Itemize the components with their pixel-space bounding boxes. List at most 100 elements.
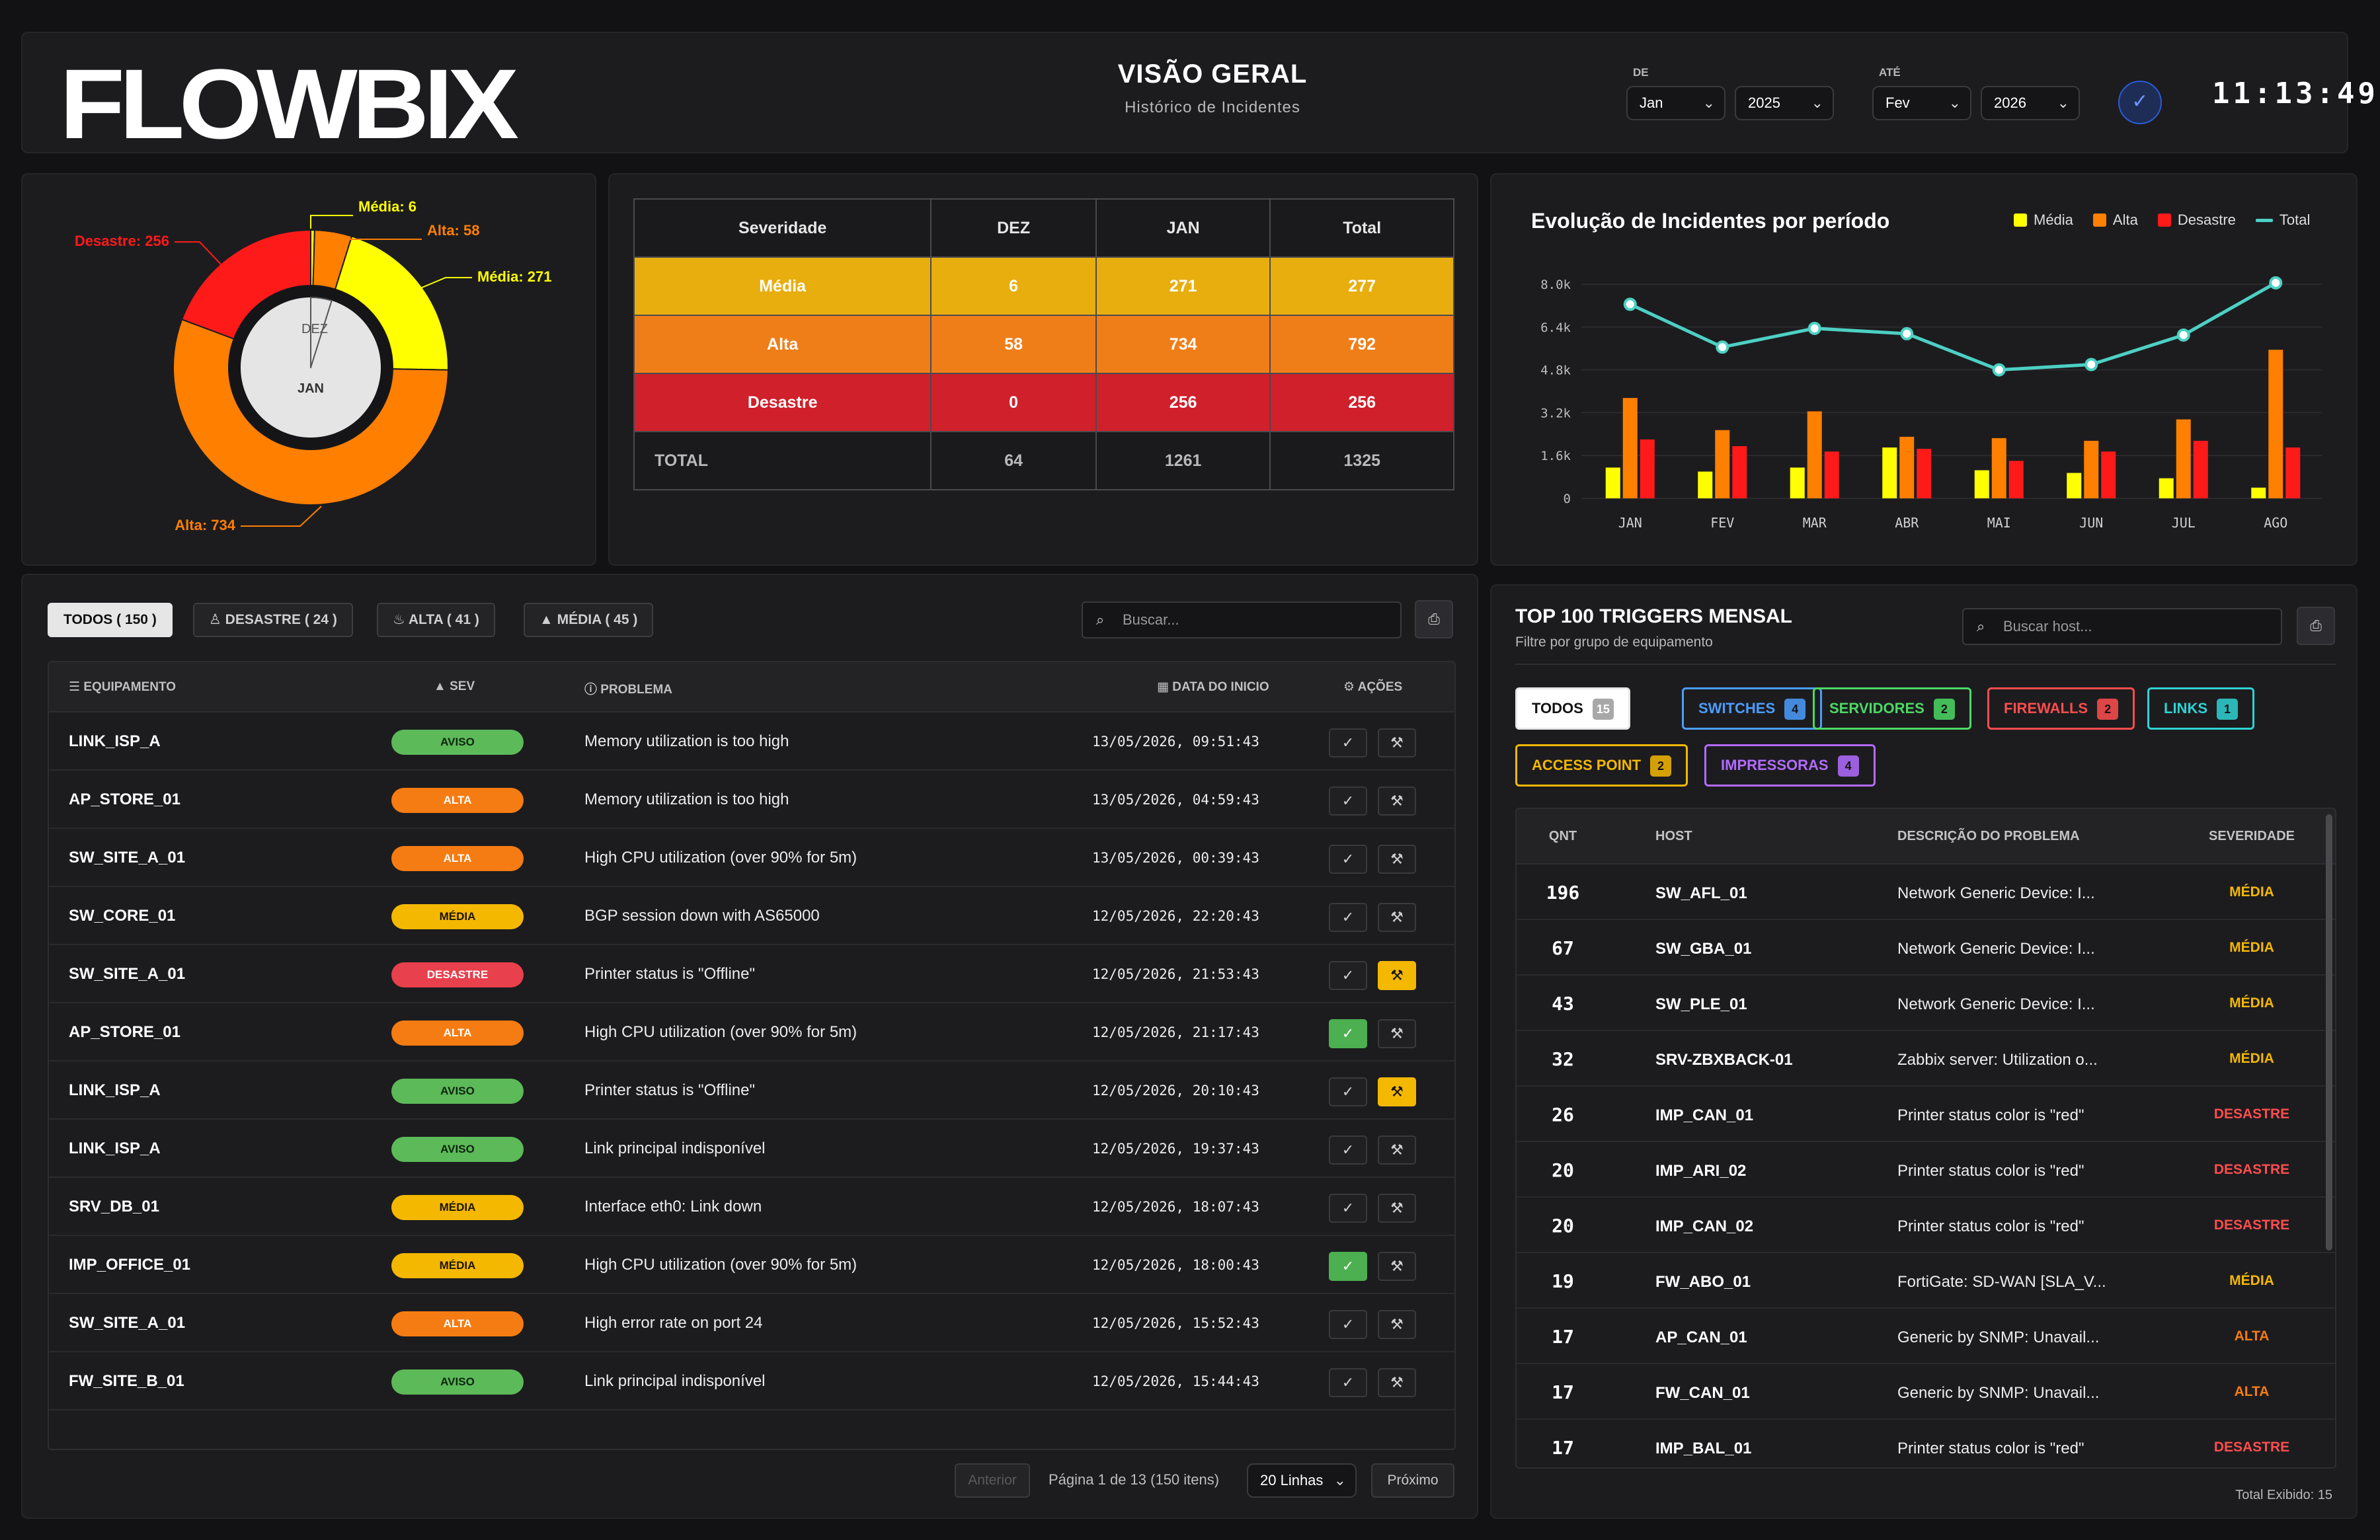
table-row[interactable]: SW_SITE_A_01 ALTA High error rate on port …	[49, 1294, 1454, 1352]
from-year-select[interactable]: 2025 ⌄	[1735, 86, 1834, 120]
table-row[interactable]: LINK_ISP_A AVISO Memory utilization is too…	[49, 712, 1454, 771]
bar-desastre-mai[interactable]	[2008, 461, 2024, 498]
table-row[interactable]: SW_SITE_A_01 ALTA High CPU utilization (ov…	[49, 829, 1454, 887]
scrollbar[interactable]	[2326, 814, 2332, 1251]
bar-desastre-abr[interactable]	[1917, 449, 1932, 498]
from-month-select[interactable]: Jan ⌄	[1626, 86, 1726, 120]
bar-média-mar[interactable]	[1790, 467, 1805, 498]
tools-button[interactable]: ⚒	[1378, 1136, 1416, 1165]
total-point-mai[interactable]	[1992, 363, 2006, 377]
table-row[interactable]: AP_STORE_01 ALTA High CPU utilization (ove…	[49, 1003, 1454, 1061]
table-row[interactable]: LINK_ISP_A AVISO Link principal indisponív…	[49, 1120, 1454, 1178]
filter-desastre[interactable]: ♙ DESASTRE ( 24 )	[193, 603, 353, 637]
tools-button[interactable]: ⚒	[1378, 728, 1416, 757]
bar-média-jun[interactable]	[2067, 473, 2082, 498]
total-point-fev[interactable]	[1716, 340, 1729, 354]
table-row[interactable]: 20 IMP_ARI_02 Printer status color is "red…	[1517, 1142, 2335, 1198]
next-page-button[interactable]: Próximo	[1371, 1463, 1454, 1498]
export-csv-button[interactable]: ⎙	[2297, 607, 2335, 645]
legend-item-desastre[interactable]: Desastre	[2157, 212, 2236, 229]
bar-alta-mai[interactable]	[1991, 438, 2006, 498]
acknowledge-button[interactable]: ✓	[1329, 1136, 1367, 1165]
bar-desastre-fev[interactable]	[1732, 446, 1747, 498]
acknowledge-button[interactable]: ✓	[1329, 1368, 1367, 1397]
table-row[interactable]: 20 IMP_CAN_02 Printer status color is "red…	[1517, 1198, 2335, 1253]
group-chip-access-point[interactable]: ACCESS POINT 2	[1515, 744, 1688, 787]
bar-alta-ago[interactable]	[2268, 350, 2283, 498]
group-chip-switches[interactable]: SWITCHES 4	[1682, 687, 1823, 730]
table-row[interactable]: SW_SITE_A_01 DESASTRE Printer status is "O…	[49, 945, 1454, 1003]
table-row[interactable]: 67 SW_GBA_01 Network Generic Device: I... M…	[1517, 920, 2335, 976]
table-row[interactable]: 43 SW_PLE_01 Network Generic Device: I... M…	[1517, 976, 2335, 1031]
bar-média-jul[interactable]	[2159, 478, 2174, 498]
acknowledge-button[interactable]: ✓	[1329, 903, 1367, 932]
acknowledge-button[interactable]: ✓	[1329, 728, 1367, 757]
table-row[interactable]: SW_CORE_01 MÉDIA BGP session down with AS6…	[49, 887, 1454, 945]
bar-média-mai[interactable]	[1974, 470, 1989, 498]
tools-button[interactable]: ⚒	[1378, 1194, 1416, 1223]
acknowledge-button[interactable]: ✓	[1329, 1019, 1367, 1048]
group-chip-impressoras[interactable]: IMPRESSORAS 4	[1704, 744, 1876, 787]
tools-button[interactable]: ⚒	[1378, 903, 1416, 932]
acknowledge-button[interactable]: ✓	[1329, 1194, 1367, 1223]
total-point-mar[interactable]	[1807, 321, 1821, 335]
to-year-select[interactable]: 2026 ⌄	[1981, 86, 2080, 120]
apply-period-button[interactable]: ✓	[2118, 81, 2162, 124]
bar-alta-mar[interactable]	[1807, 411, 1822, 498]
problems-search-input[interactable]: ⌕ Buscar...	[1082, 601, 1402, 638]
export-csv-button[interactable]: ⎙	[1415, 600, 1453, 638]
tools-button[interactable]: ⚒	[1378, 845, 1416, 874]
acknowledge-button[interactable]: ✓	[1329, 1310, 1367, 1339]
total-point-jan[interactable]	[1623, 297, 1637, 311]
bar-desastre-ago[interactable]	[2285, 447, 2301, 498]
tools-button[interactable]: ⚒	[1378, 1310, 1416, 1339]
table-row[interactable]: 17 FW_CAN_01 Generic by SNMP: Unavail... AL…	[1517, 1364, 2335, 1420]
table-row[interactable]: IMP_OFFICE_01 MÉDIA High CPU utilization (…	[49, 1236, 1454, 1294]
legend-item-media[interactable]: Média	[2014, 212, 2073, 229]
bar-desastre-mar[interactable]	[1824, 451, 1839, 498]
table-row[interactable]: FW_SITE_B_01 AVISO Link principal indispon…	[49, 1352, 1454, 1410]
bar-média-abr[interactable]	[1882, 447, 1897, 498]
table-row[interactable]: 26 IMP_CAN_01 Printer status color is "red…	[1517, 1087, 2335, 1142]
table-row[interactable]: LINK_ISP_A AVISO Printer status is "Offlin…	[49, 1061, 1454, 1120]
table-row[interactable]: 196 SW_AFL_01 Network Generic Device: I...…	[1517, 865, 2335, 920]
group-chip-todos[interactable]: TODOS 15	[1515, 687, 1630, 730]
group-chip-links[interactable]: LINKS 1	[2147, 687, 2254, 730]
to-month-select[interactable]: Fev ⌄	[1872, 86, 1971, 120]
table-row[interactable]: SRV_DB_01 MÉDIA Interface eth0: Link down 1…	[49, 1178, 1454, 1236]
total-point-jun[interactable]	[2084, 358, 2098, 371]
acknowledge-button[interactable]: ✓	[1329, 961, 1367, 990]
acknowledge-button[interactable]: ✓	[1329, 787, 1367, 816]
group-chip-firewalls[interactable]: FIREWALLS 2	[1987, 687, 2135, 730]
tools-button[interactable]: ⚒	[1378, 1252, 1416, 1281]
rows-per-page-select[interactable]: 20 Linhas ⌄	[1247, 1463, 1357, 1498]
bar-alta-jan[interactable]	[1622, 398, 1638, 498]
acknowledge-button[interactable]: ✓	[1329, 1252, 1367, 1281]
bar-desastre-jul[interactable]	[2193, 440, 2208, 498]
bar-média-jan[interactable]	[1605, 467, 1620, 498]
bar-média-ago[interactable]	[2251, 487, 2266, 498]
total-point-jul[interactable]	[2176, 328, 2190, 342]
donut-slice-jan-alta[interactable]	[173, 319, 449, 506]
bar-desastre-jan[interactable]	[1640, 439, 1655, 498]
table-row[interactable]: 32 SRV-ZBXBACK-01 Zabbix server: Utilizati…	[1517, 1031, 2335, 1087]
filter-alta[interactable]: ♨ ALTA ( 41 )	[377, 603, 495, 637]
inner-pie-dez[interactable]	[310, 296, 333, 369]
total-point-ago[interactable]	[2269, 276, 2283, 289]
filter-todos[interactable]: TODOS ( 150 )	[48, 603, 173, 637]
acknowledge-button[interactable]: ✓	[1329, 1077, 1367, 1106]
group-chip-servidores[interactable]: SERVIDORES 2	[1813, 687, 1971, 730]
bar-alta-fev[interactable]	[1715, 430, 1730, 498]
table-row[interactable]: 17 AP_CAN_01 Generic by SNMP: Unavail... AL…	[1517, 1309, 2335, 1364]
legend-item-alta[interactable]: Alta	[2092, 212, 2138, 229]
table-row[interactable]: 17 IMP_BAL_01 Printer status color is "red…	[1517, 1420, 2335, 1467]
table-row[interactable]: AP_STORE_01 ALTA Memory utilization is too…	[49, 771, 1454, 829]
previous-page-button[interactable]: Anterior	[955, 1463, 1030, 1498]
bar-alta-jun[interactable]	[2084, 440, 2099, 498]
table-row[interactable]: 19 FW_ABO_01 FortiGate: SD-WAN [SLA_V... MÉ…	[1517, 1253, 2335, 1309]
host-search-input[interactable]: ⌕ Buscar host...	[1962, 608, 2282, 645]
tools-button[interactable]: ⚒	[1378, 1077, 1416, 1106]
tools-button[interactable]: ⚒	[1378, 787, 1416, 816]
tools-button[interactable]: ⚒	[1378, 1368, 1416, 1397]
tools-button[interactable]: ⚒	[1378, 1019, 1416, 1048]
